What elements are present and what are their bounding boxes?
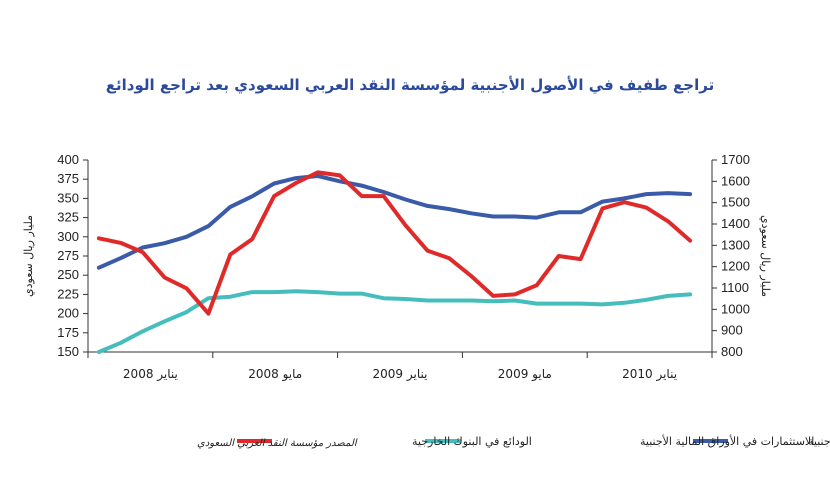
right-axis: 800 900 1000 1100 1200 1300 1400 1500 1600 1700 xyxy=(711,152,750,359)
series-line-0 xyxy=(96,174,693,270)
right-tick-label: 1300 xyxy=(721,237,750,252)
legend-item-net-foreign-assets: صافي الاصول الأجنبية xyxy=(693,434,830,448)
source-note: المصدر مؤسسة النقد العربي السعودي xyxy=(197,438,358,449)
left-tick-label: 175 xyxy=(57,325,79,340)
left-tick-label: 300 xyxy=(57,229,79,244)
left-tick-label: 350 xyxy=(57,190,79,205)
x-tick-label: يناير 2010 xyxy=(622,367,677,382)
left-tick-label: 325 xyxy=(57,210,79,225)
right-tick-label: 1400 xyxy=(721,216,750,231)
left-axis-label: مليار ريال سعودي xyxy=(22,215,35,297)
legend-item-deposits: الودائع في البنوك الخارجية xyxy=(237,435,532,448)
left-axis: 150 175 200 225 250 275 300 325 350 375 400 xyxy=(57,152,89,359)
x-tick-label: مايو 2008 xyxy=(248,367,302,382)
left-tick-label: 250 xyxy=(57,267,79,282)
series-line-2 xyxy=(96,170,693,316)
left-tick-label: 225 xyxy=(57,286,79,301)
x-tick-label: يناير 2008 xyxy=(123,367,178,382)
legend: صافي الاصول الأجنبية الاستثمارات في الأو… xyxy=(237,434,830,448)
right-tick-label: 1700 xyxy=(721,152,750,167)
left-tick-label: 400 xyxy=(57,152,79,167)
left-tick-label: 275 xyxy=(57,248,79,263)
right-tick-label: 1600 xyxy=(721,173,750,188)
x-axis: يناير 2008 مايو 2008 يناير 2009 مايو 2009 ين… xyxy=(87,351,713,382)
legend-label-net-foreign-assets: صافي الاصول الأجنبية xyxy=(808,434,830,448)
legend-label-deposits: الودائع في البنوك الخارجية xyxy=(412,435,532,448)
legend-label-securities: الاستثمارات في الأوراق المالية الأجنبية xyxy=(640,434,814,448)
left-tick-label: 375 xyxy=(57,171,79,186)
left-tick-label: 200 xyxy=(57,306,79,321)
series-layer xyxy=(96,170,693,354)
right-tick-label: 1500 xyxy=(721,195,750,210)
legend-item-securities: الاستثمارات في الأوراق المالية الأجنبية xyxy=(425,434,814,448)
x-tick-label: مايو 2009 xyxy=(498,367,552,382)
right-tick-label: 1200 xyxy=(721,259,750,274)
left-tick-label: 150 xyxy=(57,344,79,359)
right-tick-label: 1100 xyxy=(721,280,749,295)
chart-title: تراجع طفيف في الأصول الأجنبية لمؤسسة الن… xyxy=(106,76,714,95)
series-line-1 xyxy=(96,289,693,354)
right-tick-label: 1000 xyxy=(721,301,750,316)
x-tick-label: يناير 2009 xyxy=(373,367,428,382)
right-tick-label: 900 xyxy=(721,323,743,338)
right-axis-label: مليار ريال سعودي xyxy=(759,215,772,297)
right-tick-label: 800 xyxy=(721,344,743,359)
